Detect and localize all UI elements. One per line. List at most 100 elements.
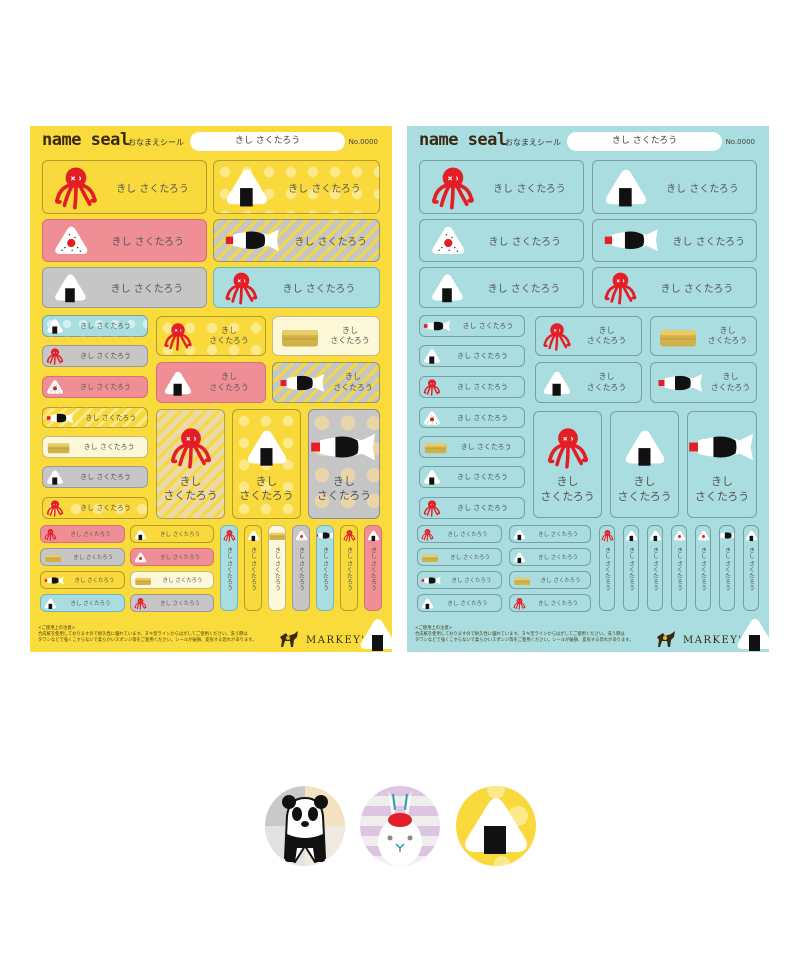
panda-sample: [265, 786, 345, 866]
sticker-name: きし さくたろう: [538, 601, 578, 607]
onigiri-icon-wrap: [513, 528, 526, 541]
sticker-name: きし さくたろう: [660, 284, 734, 295]
onigiri-icon-wrap: [247, 529, 260, 542]
name-sticker: きし さくたろう: [419, 315, 525, 337]
fish-icon-wrap: [44, 574, 65, 587]
octopus-icon-wrap: [46, 347, 64, 365]
octopus-icon-wrap: [163, 321, 193, 351]
name-sticker: きし さくたろう: [40, 571, 125, 589]
onigiri-sesame-icon: [55, 226, 88, 255]
rabbit-icon: [378, 790, 422, 866]
octopus-icon: [134, 597, 147, 610]
onigiri-icon: [44, 598, 57, 609]
sheet-logo: name seal: [419, 130, 507, 150]
name-line2: さくたろう: [710, 382, 751, 392]
rabbit-sample: [360, 786, 440, 866]
name-sticker: きし さくたろう: [213, 219, 380, 262]
name-sticker: きし さくたろう: [419, 267, 584, 308]
name-sticker: きし さくたろう: [220, 525, 238, 611]
octopus-icon-wrap: [601, 529, 614, 542]
name-sticker: きし さくたろう: [42, 219, 207, 262]
cake-icon-wrap: [44, 551, 62, 564]
octopus-icon: [432, 167, 474, 210]
name-sticker: きし さくたろう: [592, 160, 757, 214]
octopus-icon-wrap: [430, 164, 476, 210]
cake-icon: [660, 330, 696, 347]
name-sticker: きし さくたろう: [42, 376, 148, 398]
fish-icon-wrap: [279, 368, 327, 398]
name-sticker: きし さくたろう: [419, 345, 525, 367]
sticker-name: きし さくたろう: [666, 183, 739, 195]
onigiri-icon: [432, 274, 463, 303]
soy-fish-icon: [658, 373, 702, 392]
name-sticker: きし さくたろう: [417, 525, 502, 543]
onigiri-icon-wrap: [542, 368, 572, 398]
sesame-icon-wrap: [423, 409, 441, 427]
sticker-name: きし さくたろう: [447, 601, 488, 607]
sticker-name: きし さくたろう: [345, 547, 353, 591]
notice-title: <ご使用上の注意>: [38, 626, 76, 631]
onigiri-icon-wrap: [423, 347, 441, 365]
sesame-icon-wrap: [134, 551, 147, 564]
sticker-name: きし さくたろう: [572, 326, 641, 347]
name-sticker: きし さくたろう: [610, 411, 679, 518]
onigiri-icon-wrap: [430, 270, 465, 305]
onigiri-icon-wrap: [649, 529, 662, 542]
cake-icon: [47, 443, 70, 454]
fish-icon-wrap: [224, 222, 282, 259]
name-line2: さくたろう: [330, 336, 370, 345]
sticker-name: きし さくたろう: [85, 413, 137, 422]
name-line1: きし: [221, 325, 237, 335]
name-sticker: きし さくたろう: [599, 525, 615, 611]
onigiri-icon: [47, 319, 63, 334]
sticker-name: きし さくたろう: [462, 322, 514, 330]
name-sticker: きし さくたろう: [156, 362, 266, 403]
octopus-icon: [44, 528, 57, 541]
onigiri-icon: [513, 552, 526, 563]
onigiri-icon: [625, 430, 664, 466]
onigiri-sesame-icon: [47, 380, 63, 394]
fish-icon-wrap: [421, 574, 442, 587]
name-line1: きし: [633, 475, 656, 489]
name-line1: きし: [221, 372, 237, 382]
name-sticker: きし さくたろう: [340, 525, 358, 611]
cake-icon: [45, 554, 61, 562]
octopus-icon: [170, 428, 211, 469]
sticker-name: きし さくたろう: [747, 547, 755, 591]
name-sticker: きし さくたろう: [419, 160, 584, 214]
name-line1: きし: [598, 325, 615, 335]
onigiri-sample: [456, 786, 536, 866]
sticker-name: きし さくたろう: [672, 237, 746, 248]
name-line1: きし: [255, 474, 278, 488]
name-sticker: きし さくたろう: [364, 525, 382, 611]
name-sticker: きし さくたろう: [244, 525, 262, 611]
onigiri-icon-wrap: [603, 164, 649, 210]
sticker-name: きし さくたろう: [457, 413, 508, 422]
fish-icon-wrap: [688, 425, 756, 469]
sticker-name: きし さくたろう: [369, 547, 377, 591]
notice-line1: 合成紙を使用しておりますので耐久性に優れています。ヌキ型ラインからはがしてご使用…: [415, 632, 625, 637]
name-sticker: きし さくたろう: [272, 316, 380, 356]
sheet-number: No.0000: [348, 138, 378, 146]
sticker-name: きし さくたろう: [457, 473, 508, 481]
name-sticker: きし さくたろう: [687, 411, 757, 518]
sesame-icon-wrap: [430, 222, 467, 259]
onigiri-icon: [421, 598, 434, 609]
sticker-name: きし さくたろう: [160, 532, 200, 538]
name-sticker: きし さくたろう: [156, 316, 266, 356]
sticker-name: きし さくたろう: [317, 475, 371, 504]
sticker-name: きし さくたろう: [80, 383, 131, 391]
octopus-icon-wrap: [423, 499, 441, 517]
name-line2: さくたろう: [586, 336, 627, 345]
cake-icon: [514, 577, 530, 585]
name-sticker: きし さくたろう: [156, 409, 225, 519]
name-line2: さくたろう: [209, 382, 249, 392]
soy-fish-icon: [421, 576, 441, 584]
octopus-icon-wrap: [53, 164, 99, 210]
sticker-name: きし さくたろう: [288, 183, 361, 195]
octopus-icon: [55, 167, 97, 210]
onigiri-icon-wrap: [513, 551, 526, 564]
sticker-name: きし さくたろう: [457, 504, 508, 512]
sticker-name: きし さくたろう: [723, 547, 731, 591]
sticker-name: きし さくたろう: [73, 555, 114, 561]
